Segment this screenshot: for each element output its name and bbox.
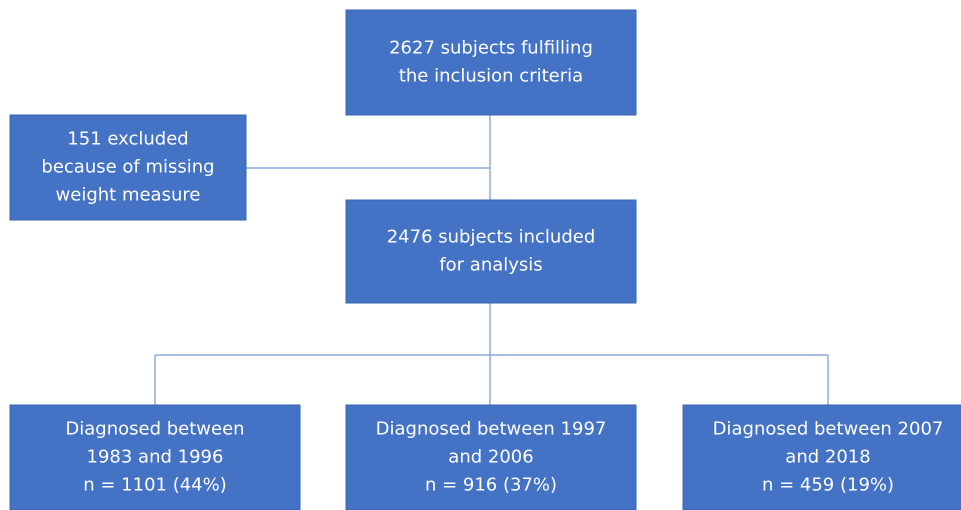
node-text: 1983 and 1996 xyxy=(87,447,224,468)
node-box xyxy=(682,404,961,510)
nodes: 2627 subjects fulfilling the inclusion cr… xyxy=(9,9,961,510)
node-box xyxy=(345,404,637,510)
node-box xyxy=(9,404,301,510)
node-text: weight measure xyxy=(56,185,201,206)
node-text: because of missing xyxy=(41,157,214,178)
node-text: n = 1101 (44%) xyxy=(83,475,227,496)
node-text: 2476 subjects included xyxy=(387,227,596,248)
node-text: Diagnosed between 2007 xyxy=(713,419,944,440)
node-text: Diagnosed between xyxy=(65,419,244,440)
node: Diagnosed between 2007 and 2018 n = 459 (1… xyxy=(682,404,961,510)
node-text: 151 excluded xyxy=(67,129,188,150)
node-text: the inclusion criteria xyxy=(399,66,583,87)
node-text: n = 459 (19%) xyxy=(762,475,894,496)
node-text: and 2018 xyxy=(785,447,870,468)
node: 151 excluded because of missing weight mea… xyxy=(9,114,247,221)
node-box xyxy=(345,199,637,304)
node-box xyxy=(345,9,637,116)
node-text: and 2006 xyxy=(448,447,533,468)
node-text: for analysis xyxy=(439,255,542,276)
connectors xyxy=(154,115,829,405)
node-text: n = 916 (37%) xyxy=(425,475,557,496)
node-box xyxy=(9,114,247,221)
node: Diagnosed between 1997 and 2006 n = 916 (3… xyxy=(345,404,637,510)
node: Diagnosed between 1983 and 1996 n = 1101 (… xyxy=(9,404,301,510)
node: 2627 subjects fulfilling the inclusion cr… xyxy=(345,9,637,116)
node: 2476 subjects included for analysis xyxy=(345,199,637,304)
node-text: 2627 subjects fulfilling xyxy=(389,38,593,59)
node-text: Diagnosed between 1997 xyxy=(376,419,607,440)
